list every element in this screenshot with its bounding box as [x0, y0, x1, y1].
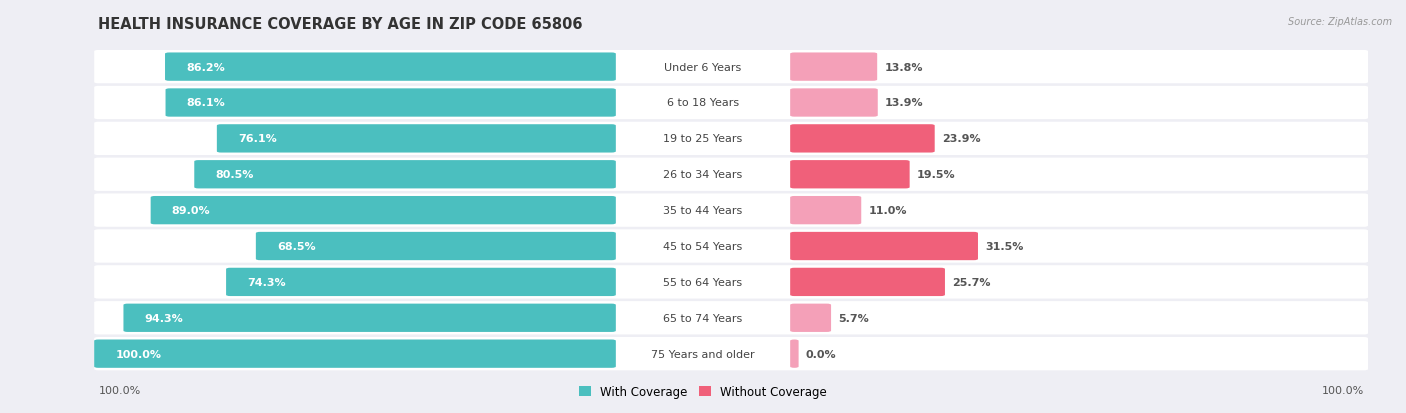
FancyBboxPatch shape	[94, 158, 1368, 192]
Text: 13.9%: 13.9%	[884, 98, 924, 108]
FancyBboxPatch shape	[94, 266, 1368, 299]
FancyBboxPatch shape	[790, 161, 910, 189]
Text: 65 to 74 Years: 65 to 74 Years	[664, 313, 742, 323]
FancyBboxPatch shape	[790, 53, 877, 82]
Text: Under 6 Years: Under 6 Years	[665, 62, 741, 72]
FancyBboxPatch shape	[256, 232, 616, 261]
Text: 19.5%: 19.5%	[917, 170, 955, 180]
Text: 86.2%: 86.2%	[186, 62, 225, 72]
Text: 55 to 64 Years: 55 to 64 Years	[664, 277, 742, 287]
Text: 23.9%: 23.9%	[942, 134, 980, 144]
Text: 68.5%: 68.5%	[277, 242, 315, 252]
FancyBboxPatch shape	[94, 51, 1368, 84]
Text: 100.0%: 100.0%	[98, 385, 141, 395]
FancyBboxPatch shape	[226, 268, 616, 297]
FancyBboxPatch shape	[790, 304, 831, 332]
FancyBboxPatch shape	[217, 125, 616, 153]
FancyBboxPatch shape	[124, 304, 616, 332]
FancyBboxPatch shape	[790, 268, 945, 297]
Text: 0.0%: 0.0%	[806, 349, 837, 359]
FancyBboxPatch shape	[94, 122, 1368, 156]
Text: 80.5%: 80.5%	[215, 170, 253, 180]
FancyBboxPatch shape	[790, 339, 799, 368]
FancyBboxPatch shape	[790, 232, 979, 261]
Text: 74.3%: 74.3%	[247, 277, 285, 287]
FancyBboxPatch shape	[790, 197, 862, 225]
FancyBboxPatch shape	[94, 301, 1368, 335]
FancyBboxPatch shape	[194, 161, 616, 189]
Text: 45 to 54 Years: 45 to 54 Years	[664, 242, 742, 252]
Text: 35 to 44 Years: 35 to 44 Years	[664, 206, 742, 216]
Text: Source: ZipAtlas.com: Source: ZipAtlas.com	[1288, 17, 1392, 26]
Text: 19 to 25 Years: 19 to 25 Years	[664, 134, 742, 144]
FancyBboxPatch shape	[166, 89, 616, 117]
Text: 75 Years and older: 75 Years and older	[651, 349, 755, 359]
Text: 25.7%: 25.7%	[952, 277, 990, 287]
Legend: With Coverage, Without Coverage: With Coverage, Without Coverage	[574, 381, 832, 403]
FancyBboxPatch shape	[94, 194, 1368, 227]
FancyBboxPatch shape	[150, 197, 616, 225]
FancyBboxPatch shape	[790, 125, 935, 153]
Text: 11.0%: 11.0%	[869, 206, 907, 216]
Text: 31.5%: 31.5%	[986, 242, 1024, 252]
Text: 76.1%: 76.1%	[238, 134, 277, 144]
FancyBboxPatch shape	[94, 87, 1368, 120]
Text: 13.8%: 13.8%	[884, 62, 922, 72]
FancyBboxPatch shape	[94, 339, 616, 368]
Text: 89.0%: 89.0%	[172, 206, 211, 216]
Text: 5.7%: 5.7%	[838, 313, 869, 323]
Text: 100.0%: 100.0%	[1322, 385, 1364, 395]
Text: 94.3%: 94.3%	[145, 313, 183, 323]
Text: 86.1%: 86.1%	[187, 98, 225, 108]
FancyBboxPatch shape	[165, 53, 616, 82]
FancyBboxPatch shape	[94, 230, 1368, 263]
Text: 26 to 34 Years: 26 to 34 Years	[664, 170, 742, 180]
Text: HEALTH INSURANCE COVERAGE BY AGE IN ZIP CODE 65806: HEALTH INSURANCE COVERAGE BY AGE IN ZIP …	[98, 17, 583, 31]
Text: 100.0%: 100.0%	[115, 349, 162, 359]
Text: 6 to 18 Years: 6 to 18 Years	[666, 98, 740, 108]
FancyBboxPatch shape	[94, 337, 1368, 370]
FancyBboxPatch shape	[790, 89, 877, 117]
